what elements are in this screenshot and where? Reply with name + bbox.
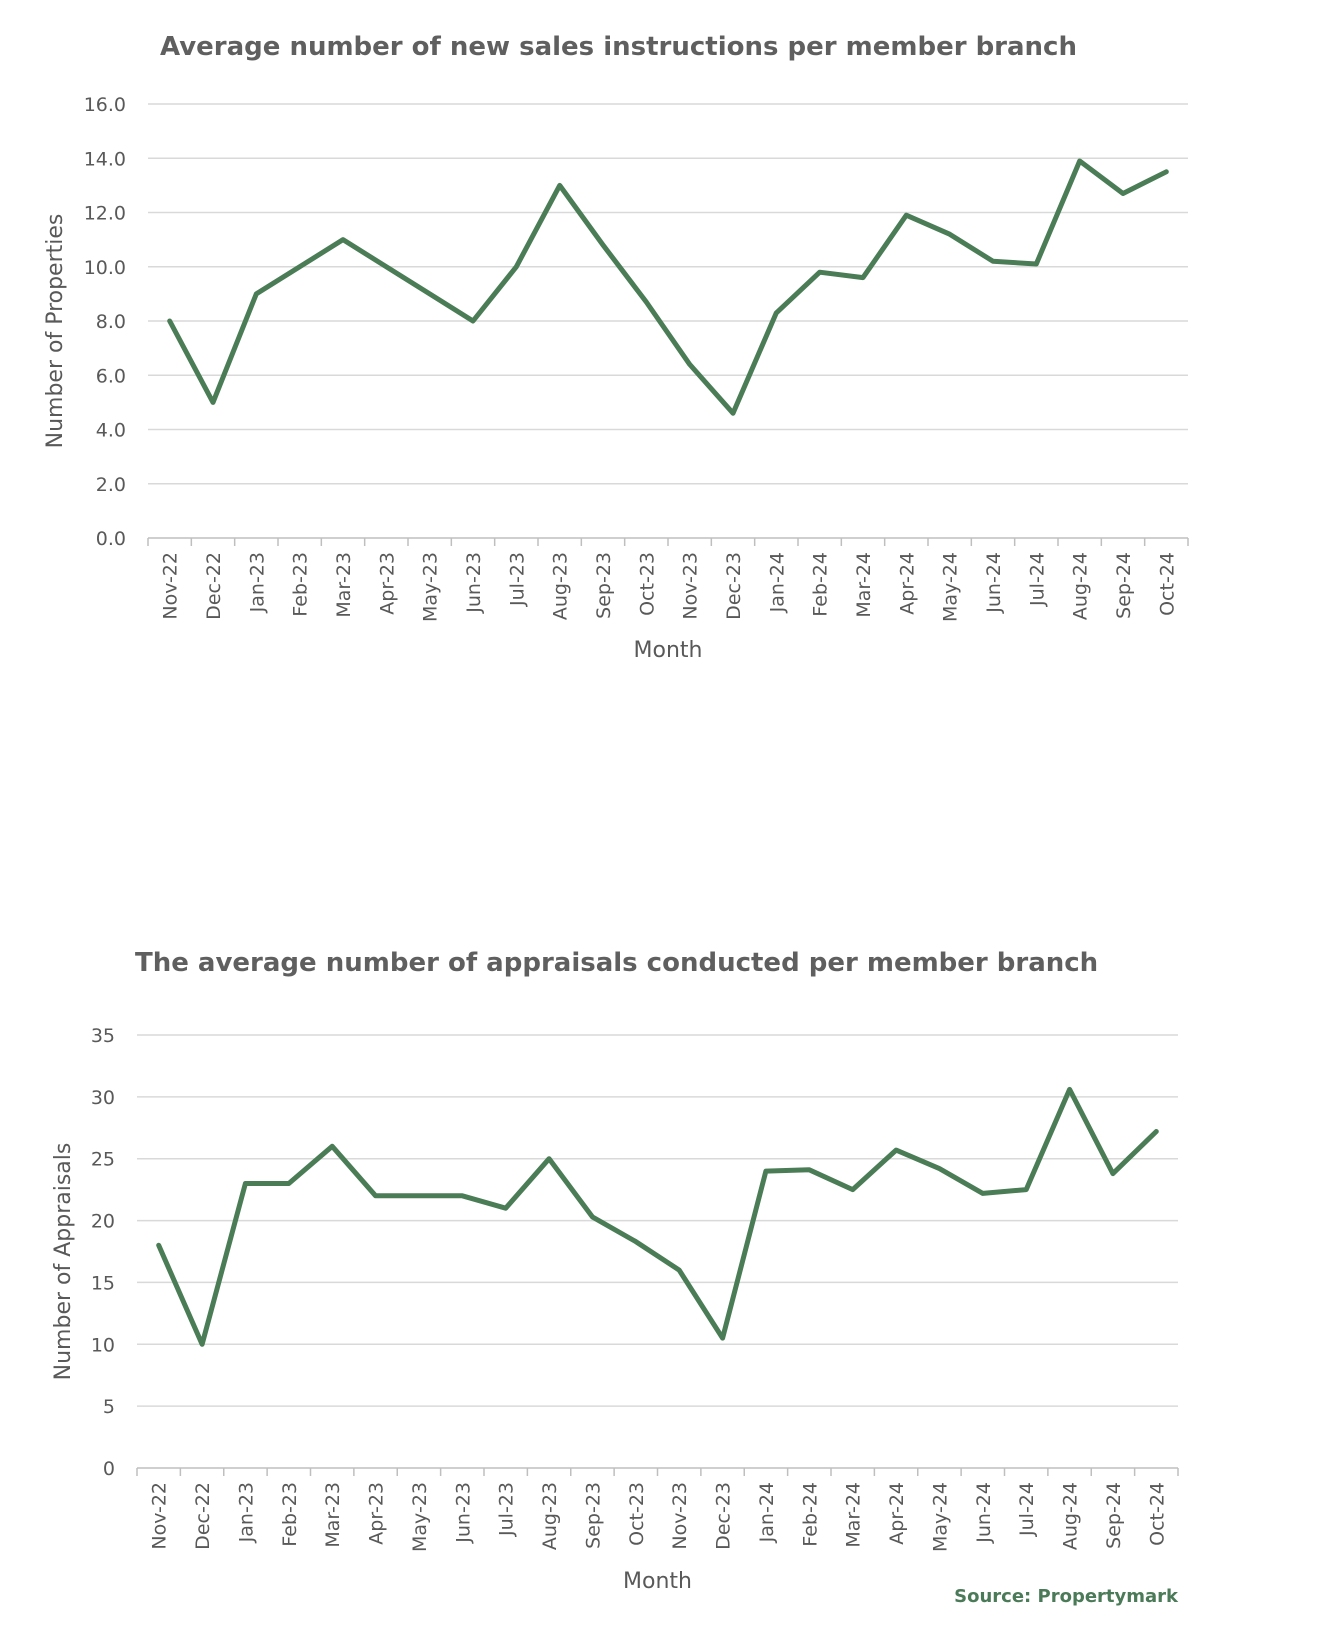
x-tick-label: Jun-23 — [463, 552, 485, 614]
x-tick-label: Jul-24 — [1026, 552, 1048, 607]
x-tick-label: Apr-24 — [886, 1482, 908, 1545]
x-tick-label: Aug-23 — [539, 1482, 561, 1550]
x-tick-label: Oct-23 — [626, 1482, 648, 1546]
series-line — [156, 1086, 1159, 1347]
y-axis-title: Number of Appraisals — [51, 1143, 76, 1381]
x-tick-label: Mar-24 — [853, 552, 875, 618]
x-tick-label: Aug-23 — [550, 552, 572, 620]
y-tick-label: 5 — [103, 1396, 115, 1418]
y-tick-label: 4.0 — [96, 420, 126, 442]
x-tick-label: Dec-22 — [203, 552, 225, 620]
x-tick-label: Mar-23 — [333, 552, 355, 618]
y-tick-label: 12.0 — [84, 203, 126, 225]
x-axis-title: Month — [634, 638, 703, 663]
x-tick-label: Sep-24 — [1113, 552, 1135, 619]
x-tick-label: Oct-24 — [1146, 1482, 1168, 1546]
chart-title: The average number of appraisals conduct… — [135, 948, 1098, 978]
y-tick-label: 8.0 — [96, 311, 126, 333]
x-tick-label: Mar-23 — [322, 1482, 344, 1548]
x-tick-label: May-24 — [940, 552, 962, 622]
x-tick-label: Sep-24 — [1103, 1482, 1125, 1549]
x-axis-title: Month — [623, 1569, 692, 1594]
y-tick-label: 25 — [91, 1149, 115, 1171]
y-tick-label: 10.0 — [84, 257, 126, 279]
chart-appraisals: The average number of appraisals conduct… — [51, 948, 1179, 1594]
x-tick-labels: Nov-22 Dec-22 Jan-23 Feb-23 Mar-23 Apr-23 May-… — [149, 1482, 1169, 1552]
x-tick-label: Dec-22 — [192, 1482, 214, 1550]
series-line — [167, 158, 1169, 416]
x-tick-label: Jun-24 — [983, 552, 1005, 614]
y-tick-labels: 0 5 10 15 20 25 30 35 — [91, 1025, 115, 1480]
chart-sales-instructions: Average number of new sales instructions… — [43, 32, 1189, 663]
x-tick-label: Jan-23 — [246, 552, 268, 613]
y-tick-label: 14.0 — [84, 148, 126, 170]
x-tick-label: May-24 — [929, 1482, 951, 1552]
x-tick-label: Nov-22 — [149, 1482, 171, 1550]
y-tick-label: 30 — [91, 1087, 115, 1109]
y-tick-label: 20 — [91, 1211, 115, 1233]
x-tick-label: Feb-24 — [799, 1482, 821, 1547]
x-tick-labels: Nov-22 Dec-22 Jan-23 Feb-23 Mar-23 Apr-23 May-… — [160, 552, 1179, 622]
x-tick-label: Mar-24 — [843, 1482, 865, 1548]
y-tick-label: 35 — [91, 1025, 115, 1047]
x-tick-label: Sep-23 — [582, 1482, 604, 1549]
y-tick-label: 6.0 — [96, 365, 126, 387]
x-tick-label: Jan-24 — [766, 552, 788, 613]
x-tick-label: Dec-23 — [713, 1482, 735, 1550]
gridlines — [147, 103, 1189, 546]
y-tick-labels: 0.0 2.0 4.0 6.0 8.0 10.0 12.0 14.0 16.0 — [84, 94, 126, 550]
x-tick-label: Jul-23 — [506, 552, 528, 607]
y-axis-title: Number of Properties — [43, 214, 68, 449]
x-tick-label: Aug-24 — [1070, 552, 1092, 620]
x-tick-label: Oct-23 — [636, 552, 658, 616]
x-tick-label: Oct-24 — [1156, 552, 1178, 616]
x-tick-label: Jul-23 — [496, 1482, 518, 1537]
x-tick-label: Nov-22 — [160, 552, 182, 620]
x-tick-label: Apr-23 — [366, 1482, 388, 1545]
x-tick-label: Aug-24 — [1060, 1482, 1082, 1550]
x-tick-label: Dec-23 — [723, 552, 745, 620]
x-tick-label: Apr-24 — [896, 552, 918, 615]
y-tick-label: 16.0 — [84, 94, 126, 116]
x-tick-label: Nov-23 — [680, 552, 702, 620]
chart-title: Average number of new sales instructions… — [160, 32, 1077, 62]
y-tick-label: 15 — [91, 1272, 115, 1294]
x-tick-label: Feb-23 — [279, 1482, 301, 1547]
y-tick-label: 0 — [103, 1458, 115, 1480]
y-tick-label: 10 — [91, 1334, 115, 1356]
source-note: Source: Propertymark — [954, 1586, 1179, 1607]
x-tick-label: May-23 — [409, 1482, 431, 1552]
x-tick-label: Apr-23 — [376, 552, 398, 615]
x-tick-label: Jun-23 — [452, 1482, 474, 1544]
x-tick-label: Feb-23 — [290, 552, 312, 617]
x-tick-label: Jan-23 — [235, 1482, 257, 1543]
x-tick-label: Jul-24 — [1016, 1482, 1038, 1537]
y-tick-label: 2.0 — [96, 474, 126, 496]
x-tick-label: Jun-24 — [973, 1482, 995, 1544]
x-tick-label: Nov-23 — [669, 1482, 691, 1550]
x-tick-label: Jan-24 — [756, 1482, 778, 1543]
x-tick-label: Feb-24 — [810, 552, 832, 617]
gridlines — [136, 1034, 1179, 1476]
y-tick-label: 0.0 — [96, 528, 126, 550]
x-tick-label: Sep-23 — [593, 552, 615, 619]
x-tick-label: May-23 — [420, 552, 442, 622]
